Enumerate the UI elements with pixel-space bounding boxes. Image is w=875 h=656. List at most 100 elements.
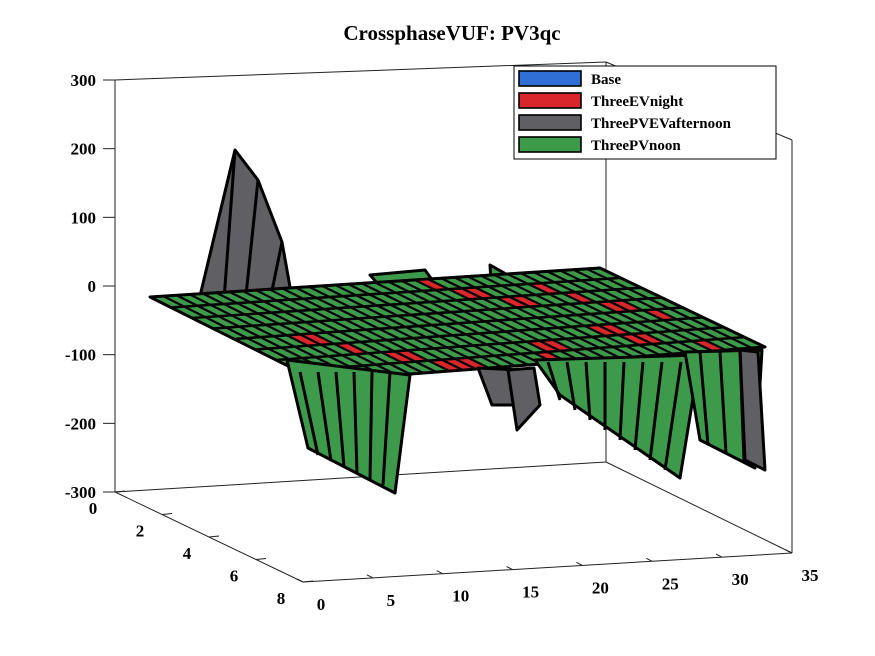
legend-swatch	[518, 114, 582, 131]
surface-gridline	[533, 271, 700, 353]
surface-edge	[718, 351, 728, 454]
legend-swatch	[518, 92, 582, 109]
floor-axes	[114, 491, 793, 583]
surface-gridline	[440, 277, 608, 360]
surface-gridline	[573, 268, 740, 350]
surface-drop-right	[533, 353, 702, 480]
x-tick-label: 5	[387, 591, 396, 610]
surface-gridline	[215, 291, 385, 377]
x-tick-label: 15	[522, 583, 539, 602]
legend-label: ThreePVEVafternoon	[591, 116, 732, 132]
surface-gridline	[467, 275, 635, 358]
y-tick-mark	[255, 558, 267, 560]
surface-gridline	[348, 283, 516, 367]
surface-edge	[243, 179, 260, 306]
y-tick-label: 4	[183, 544, 192, 563]
legend-swatch	[518, 136, 582, 153]
surface-gridline	[295, 286, 464, 371]
legend-label: ThreeEVnight	[591, 94, 683, 110]
surface-gridline	[255, 289, 424, 374]
surface-gridline	[202, 292, 372, 378]
surface-drop-left	[285, 358, 412, 495]
x-tick-label: 35	[802, 566, 819, 585]
surface-gridline	[586, 267, 753, 349]
legend-label: Base	[591, 72, 621, 88]
x-tick-label: 30	[732, 570, 749, 589]
x-tick-mark	[506, 566, 513, 571]
x-tick-mark	[646, 557, 653, 562]
surface-edge	[334, 371, 346, 468]
y-tick-mark	[161, 513, 173, 515]
surface-edge	[633, 361, 645, 451]
surface-drop-gray-2	[506, 366, 542, 432]
surface-edge	[648, 361, 664, 461]
surface-gridline	[414, 278, 582, 362]
x-tick-label: 0	[317, 595, 326, 614]
surface-gridline	[427, 278, 595, 361]
z-tick-label: -200	[65, 414, 96, 433]
x-tick-label: 20	[592, 578, 609, 597]
legend-swatch	[518, 70, 582, 87]
z-axis-ticks: -300 -200 -100 0 100 200 300	[65, 71, 115, 502]
x-tick-mark	[785, 549, 793, 554]
z-tick-label: 100	[71, 208, 97, 227]
y-tick-mark	[302, 580, 314, 583]
surface-gridline	[361, 282, 529, 366]
surface-edge	[368, 371, 374, 480]
surface-gridline	[400, 279, 569, 363]
x-tick-mark	[366, 574, 374, 579]
x-tick-mark	[296, 578, 304, 583]
y-axis-ticks: 0 2 4 6 8	[89, 490, 314, 608]
x-axis-ticks: 0 5 10 15 20 25 30 35	[296, 549, 819, 614]
surface-edge	[618, 361, 626, 441]
x-tick-mark	[715, 553, 723, 558]
surface-gridline	[268, 288, 437, 373]
z-tick-label: 0	[88, 277, 97, 296]
surface-gridline	[453, 276, 621, 359]
x-tick-mark	[436, 570, 443, 575]
surface-edge	[663, 361, 683, 471]
legend-label: ThreePVnoon	[591, 138, 681, 154]
surface-gridline	[599, 267, 766, 348]
surface-gridline	[493, 273, 661, 356]
legend: Base ThreeEVnight ThreePVEVafternoon ThreeP…	[513, 65, 777, 160]
surface-gridline	[387, 280, 556, 364]
surface-gridline	[520, 272, 687, 354]
x-tick-label: 10	[452, 587, 469, 606]
surface-edge	[222, 149, 237, 301]
z-tick-label: -300	[65, 483, 96, 502]
surface-edge	[565, 361, 577, 411]
surface-edge	[546, 361, 562, 401]
x-tick-mark	[576, 561, 583, 566]
x-tick-label: 25	[662, 574, 679, 593]
y-tick-label: 2	[136, 522, 145, 541]
chart-title: CrossphaseVUF: PV3qc	[343, 21, 560, 45]
surface-gridline	[242, 290, 411, 375]
surface-gridline	[374, 281, 542, 365]
surface-gridline	[321, 284, 490, 369]
z-tick-label: -100	[65, 346, 96, 365]
surface-gridline	[546, 270, 713, 352]
surface-edge	[738, 351, 746, 462]
surface-gridline	[281, 287, 450, 372]
surface-plot	[148, 148, 767, 495]
y-tick-label: 6	[230, 567, 239, 586]
surface-edge	[316, 371, 333, 462]
y-tick-label: 8	[277, 589, 286, 608]
surface-edge	[584, 361, 592, 421]
surface-gridline	[334, 284, 503, 368]
surface-edge	[352, 371, 359, 474]
surface-edge	[298, 371, 320, 456]
surface-gridline	[308, 285, 477, 370]
surface-gridline	[506, 272, 674, 355]
y-tick-mark	[208, 535, 220, 538]
surface-edge	[381, 371, 392, 486]
z-tick-label: 300	[71, 71, 97, 90]
surface-edge	[698, 351, 710, 446]
y-tick-label: 0	[89, 499, 98, 518]
surface-gridline	[228, 290, 398, 376]
y-tick-mark	[114, 490, 126, 493]
surface-gridline	[559, 269, 727, 351]
surface-gridline	[480, 274, 648, 357]
